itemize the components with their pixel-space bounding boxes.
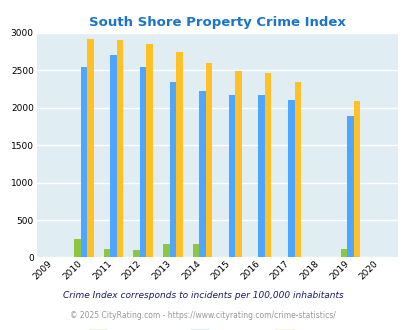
Bar [235, 71, 241, 257]
Bar [264, 73, 271, 257]
Bar [140, 67, 146, 257]
Bar [176, 52, 182, 257]
Bar [104, 249, 110, 257]
Bar [162, 244, 169, 257]
Bar [199, 91, 205, 257]
Bar [346, 116, 353, 257]
Legend: South Shore, Kentucky, National: South Shore, Kentucky, National [84, 325, 349, 330]
Bar [294, 82, 300, 257]
Bar [133, 250, 140, 257]
Bar [258, 95, 264, 257]
Bar [74, 240, 81, 257]
Bar [353, 101, 359, 257]
Bar [287, 100, 294, 257]
Bar [192, 244, 199, 257]
Bar [110, 55, 117, 257]
Text: Crime Index corresponds to incidents per 100,000 inhabitants: Crime Index corresponds to incidents per… [62, 291, 343, 300]
Bar [169, 82, 176, 257]
Bar [205, 63, 212, 257]
Bar [146, 44, 153, 257]
Title: South Shore Property Crime Index: South Shore Property Crime Index [89, 16, 345, 29]
Bar [228, 95, 235, 257]
Bar [117, 41, 123, 257]
Bar [340, 249, 346, 257]
Bar [87, 39, 94, 257]
Bar [81, 67, 87, 257]
Text: © 2025 CityRating.com - https://www.cityrating.com/crime-statistics/: © 2025 CityRating.com - https://www.city… [70, 311, 335, 320]
